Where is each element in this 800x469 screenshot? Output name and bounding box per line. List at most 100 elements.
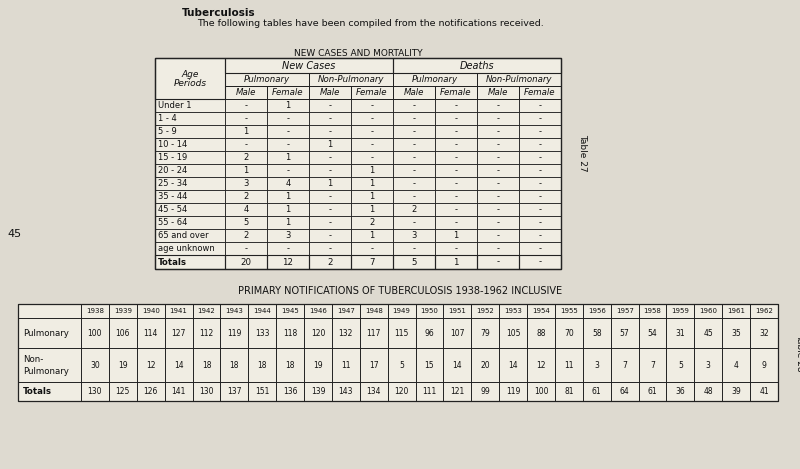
Bar [519,229,561,242]
Bar [309,86,351,99]
Text: 64: 64 [620,387,630,396]
Bar [109,318,137,348]
Bar [351,112,393,125]
Bar [519,86,561,99]
Text: 1945: 1945 [282,308,299,314]
Text: 7: 7 [622,361,627,370]
Bar [583,348,610,382]
Text: -: - [329,101,331,110]
Bar [694,382,722,401]
Bar [694,348,722,382]
Bar [309,216,351,229]
Bar [155,58,561,269]
Text: -: - [329,244,331,253]
Bar [393,216,435,229]
Bar [393,242,435,255]
Bar [155,216,225,229]
Bar [351,203,393,216]
Bar [722,304,750,318]
Bar [351,255,393,269]
Bar [18,304,778,401]
Text: -: - [245,244,247,253]
Bar [225,190,267,203]
Bar [137,348,165,382]
Text: 120: 120 [310,328,325,338]
Text: -: - [370,101,374,110]
Text: 35: 35 [731,328,741,338]
Bar [477,216,519,229]
Bar [519,164,561,177]
Text: age unknown: age unknown [158,244,214,253]
Bar [360,318,388,348]
Bar [221,318,248,348]
Bar [18,318,81,348]
Text: 100: 100 [88,328,102,338]
Bar [694,304,722,318]
Bar [267,151,309,164]
Text: -: - [286,127,290,136]
Bar [225,242,267,255]
Bar [155,203,225,216]
Bar [435,138,477,151]
Text: 1 - 4: 1 - 4 [158,114,177,123]
Bar [165,348,193,382]
Bar [694,318,722,348]
Bar [610,348,638,382]
Text: 12: 12 [282,257,294,266]
Bar [750,382,778,401]
Text: 107: 107 [450,328,465,338]
Bar [225,177,267,190]
Text: 79: 79 [480,328,490,338]
Bar [18,304,81,318]
Bar [332,382,360,401]
Bar [267,164,309,177]
Text: Female: Female [356,88,388,97]
Text: -: - [497,166,499,175]
Bar [309,125,351,138]
Bar [393,86,435,99]
Text: -: - [497,192,499,201]
Text: -: - [245,140,247,149]
Bar [267,229,309,242]
Text: -: - [538,166,542,175]
Text: 1941: 1941 [170,308,187,314]
Bar [267,255,309,269]
Text: -: - [538,114,542,123]
Text: 96: 96 [425,328,434,338]
Bar [477,138,519,151]
Bar [477,73,561,86]
Bar [309,255,351,269]
Text: 114: 114 [143,328,158,338]
Bar [193,382,220,401]
Text: 1: 1 [286,153,290,162]
Text: -: - [538,192,542,201]
Bar [519,112,561,125]
Text: 19: 19 [118,361,128,370]
Text: 1: 1 [286,218,290,227]
Text: -: - [413,101,415,110]
Bar [332,348,360,382]
Text: Table 27: Table 27 [578,134,587,172]
Text: 61: 61 [648,387,658,396]
Text: 119: 119 [506,387,520,396]
Bar [435,177,477,190]
Text: -: - [286,114,290,123]
Text: -: - [538,218,542,227]
Bar [193,348,220,382]
Text: -: - [538,244,542,253]
Text: 14: 14 [453,361,462,370]
Bar [137,382,165,401]
Text: 1: 1 [243,127,249,136]
Bar [638,318,666,348]
Text: 1942: 1942 [198,308,215,314]
Bar [393,99,435,112]
Bar [267,125,309,138]
Bar [155,138,225,151]
Bar [527,348,555,382]
Bar [499,382,527,401]
Bar [225,203,267,216]
Bar [155,164,225,177]
Text: -: - [413,166,415,175]
Text: 1959: 1959 [671,308,690,314]
Bar [155,125,225,138]
